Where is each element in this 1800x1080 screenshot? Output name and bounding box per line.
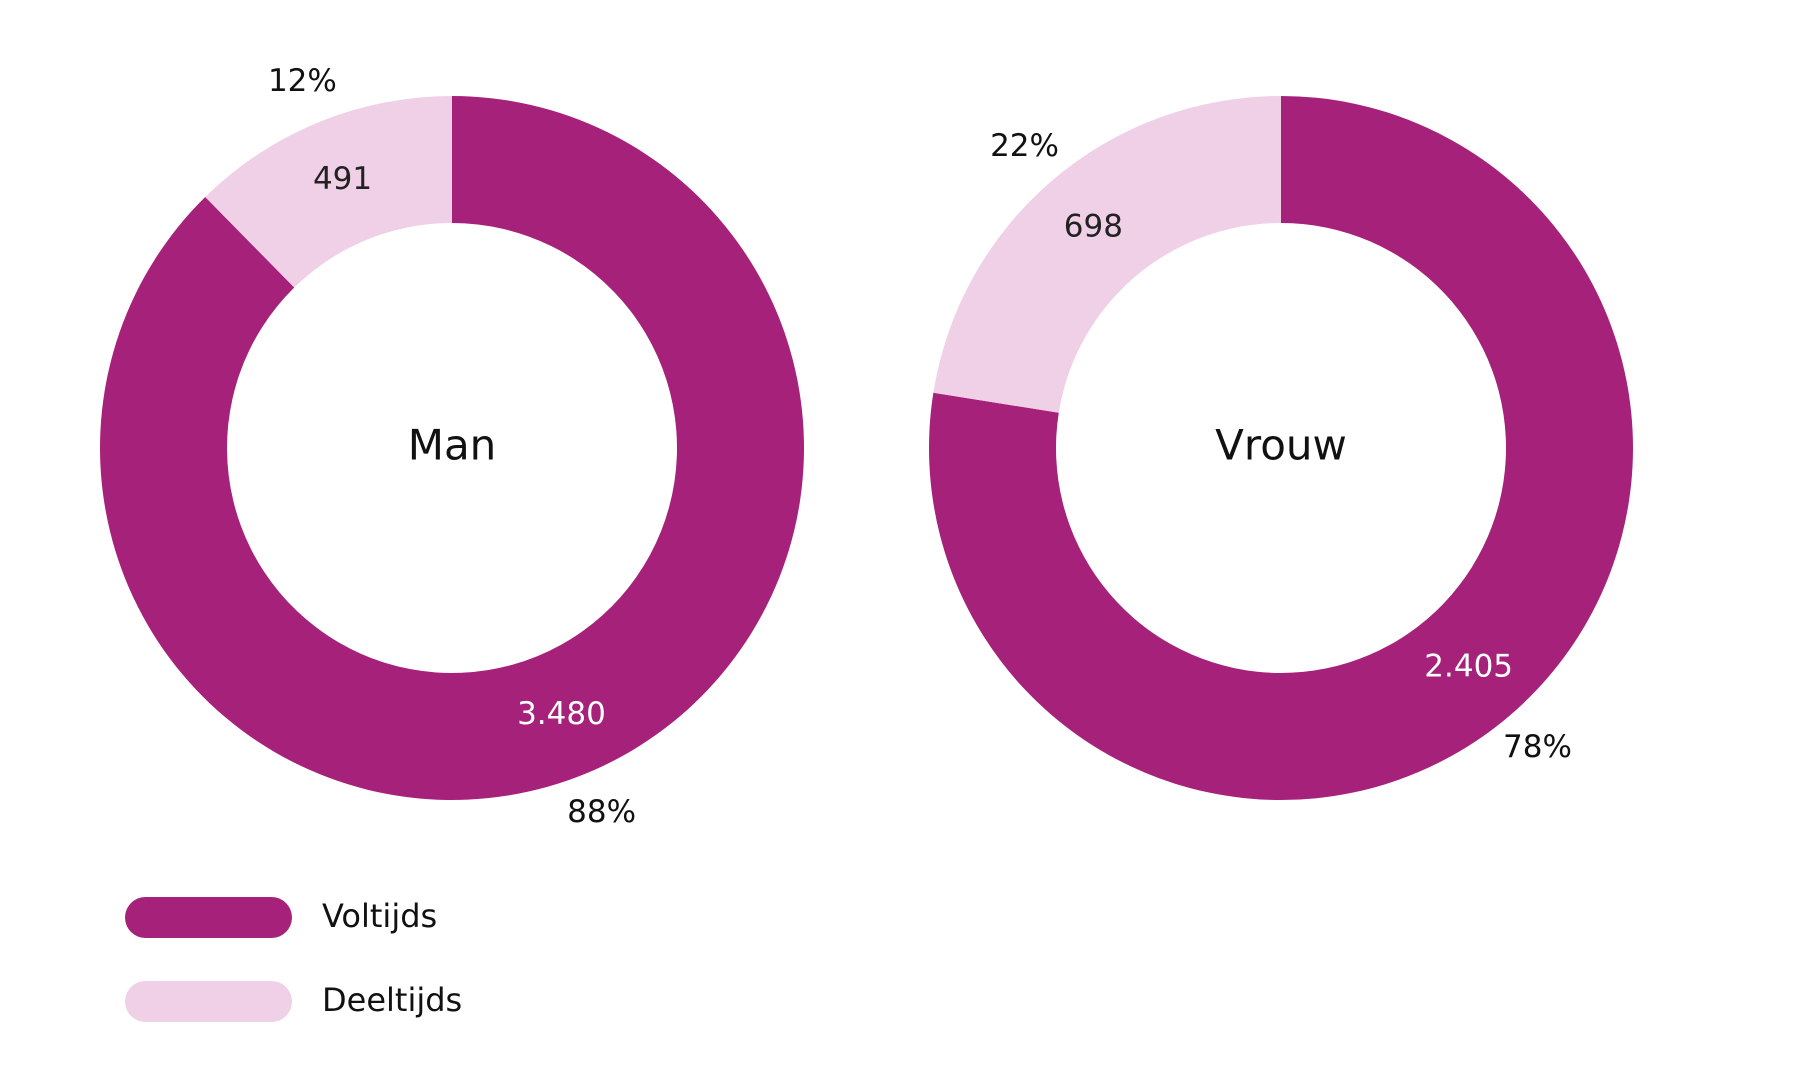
donut-title: Vrouw <box>1215 421 1347 470</box>
legend-swatch <box>125 897 292 938</box>
share-label: 12% <box>268 63 337 99</box>
share-label: 22% <box>990 128 1059 164</box>
legend-label: Deeltijds <box>322 981 462 1019</box>
donut-slice <box>933 96 1281 413</box>
legend-swatch <box>125 981 292 1022</box>
donut-title: Man <box>408 421 497 470</box>
donut-slice <box>99 96 804 801</box>
value-label: 2.405 <box>1424 648 1513 684</box>
value-label: 698 <box>1064 209 1123 245</box>
donut-slice <box>205 96 452 288</box>
donut-slice <box>929 96 1633 801</box>
share-label: 88% <box>567 794 636 830</box>
value-label: 491 <box>313 161 372 197</box>
value-label: 3.480 <box>517 696 606 732</box>
share-label: 78% <box>1503 729 1572 765</box>
legend-label: Voltijds <box>322 897 437 935</box>
